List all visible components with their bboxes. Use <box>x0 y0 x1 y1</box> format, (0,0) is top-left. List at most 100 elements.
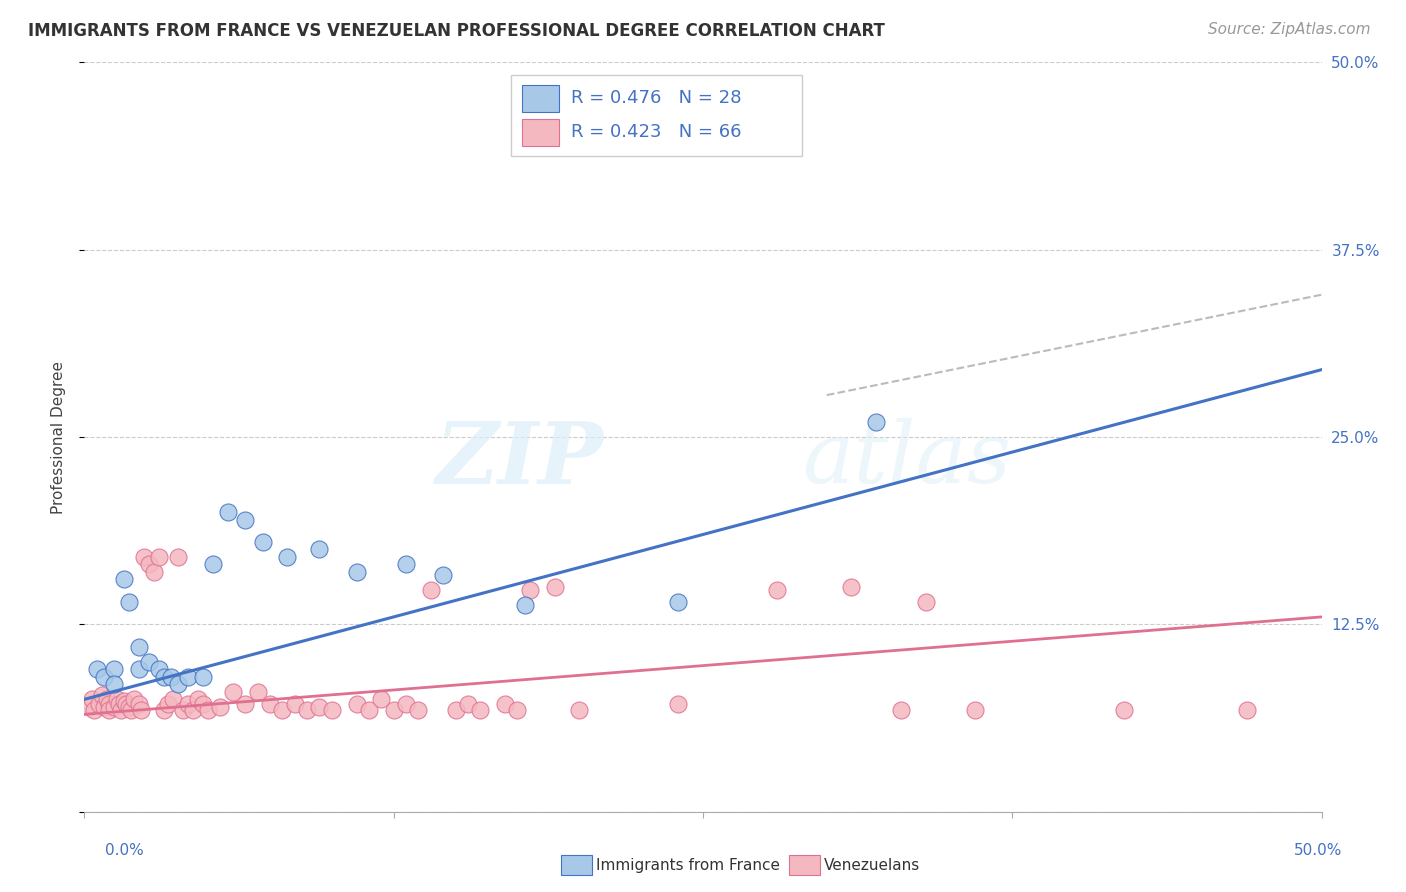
Point <box>494 697 516 711</box>
Text: Source: ZipAtlas.com: Source: ZipAtlas.com <box>1208 22 1371 37</box>
Point <box>965 703 987 717</box>
Point <box>432 568 454 582</box>
Point <box>167 549 190 564</box>
Point <box>128 697 150 711</box>
Point <box>122 692 145 706</box>
Point <box>138 558 160 572</box>
Point <box>506 703 529 717</box>
Point <box>80 692 103 706</box>
Point <box>96 692 118 706</box>
Point <box>419 582 441 597</box>
Point <box>181 703 204 717</box>
Point <box>138 655 160 669</box>
Point <box>191 670 214 684</box>
Text: atlas: atlas <box>801 418 1011 501</box>
Point <box>1112 703 1135 717</box>
Point <box>86 662 108 676</box>
Point <box>513 598 536 612</box>
Text: Venezuelans: Venezuelans <box>824 858 920 872</box>
Point <box>308 542 330 557</box>
Point <box>129 703 152 717</box>
Point <box>865 415 887 429</box>
Point <box>93 699 115 714</box>
Point <box>128 662 150 676</box>
Point <box>346 565 368 579</box>
Text: ZIP: ZIP <box>436 417 605 501</box>
Point <box>666 595 689 609</box>
Point <box>470 703 492 717</box>
Point <box>115 697 138 711</box>
Point <box>457 697 479 711</box>
Point <box>444 703 467 717</box>
Point <box>98 697 121 711</box>
Point <box>148 662 170 676</box>
Point <box>217 505 239 519</box>
Point <box>142 565 165 579</box>
Point <box>93 670 115 684</box>
Point <box>162 692 184 706</box>
Point <box>118 699 141 714</box>
FancyBboxPatch shape <box>523 119 560 145</box>
Y-axis label: Professional Degree: Professional Degree <box>51 360 66 514</box>
Point <box>766 582 789 597</box>
Point <box>395 558 418 572</box>
Point <box>370 692 392 706</box>
FancyBboxPatch shape <box>523 85 560 112</box>
Point <box>395 697 418 711</box>
Point <box>108 697 131 711</box>
Point <box>543 580 565 594</box>
Point <box>172 703 194 717</box>
Point <box>357 703 380 717</box>
Point <box>233 512 256 526</box>
Text: 50.0%: 50.0% <box>1295 843 1343 858</box>
FancyBboxPatch shape <box>512 75 801 156</box>
Point <box>112 573 135 587</box>
Point <box>914 595 936 609</box>
Text: Immigrants from France: Immigrants from France <box>596 858 780 872</box>
Point <box>233 697 256 711</box>
Point <box>177 697 200 711</box>
Point <box>105 692 128 706</box>
Point <box>83 703 105 717</box>
Point <box>152 670 174 684</box>
Point <box>841 580 863 594</box>
Point <box>132 549 155 564</box>
Point <box>103 699 125 714</box>
Point <box>766 137 789 152</box>
Text: 0.0%: 0.0% <box>105 843 145 858</box>
Point <box>252 535 274 549</box>
Point <box>103 662 125 676</box>
Text: R = 0.423   N = 66: R = 0.423 N = 66 <box>571 123 741 141</box>
Point <box>259 697 281 711</box>
Point <box>666 697 689 711</box>
Point <box>568 703 591 717</box>
Point <box>90 688 112 702</box>
Point <box>284 697 307 711</box>
Point <box>276 549 298 564</box>
Point <box>110 703 132 717</box>
Point <box>382 703 405 717</box>
Point <box>519 582 541 597</box>
Point <box>408 703 430 717</box>
Point <box>160 670 183 684</box>
Point <box>321 703 343 717</box>
Point <box>118 595 141 609</box>
Point <box>157 697 180 711</box>
Point <box>1236 703 1258 717</box>
Point <box>271 703 294 717</box>
Point <box>187 692 209 706</box>
Point <box>222 685 245 699</box>
Point <box>209 699 232 714</box>
Point <box>167 677 190 691</box>
Point <box>112 694 135 708</box>
Point <box>148 549 170 564</box>
Point <box>202 558 225 572</box>
Text: R = 0.476   N = 28: R = 0.476 N = 28 <box>571 89 741 107</box>
Point <box>120 703 142 717</box>
Point <box>177 670 200 684</box>
Point <box>79 699 101 714</box>
Text: IMMIGRANTS FROM FRANCE VS VENEZUELAN PROFESSIONAL DEGREE CORRELATION CHART: IMMIGRANTS FROM FRANCE VS VENEZUELAN PRO… <box>28 22 884 40</box>
Point <box>89 697 111 711</box>
Point <box>128 640 150 654</box>
Point <box>308 699 330 714</box>
